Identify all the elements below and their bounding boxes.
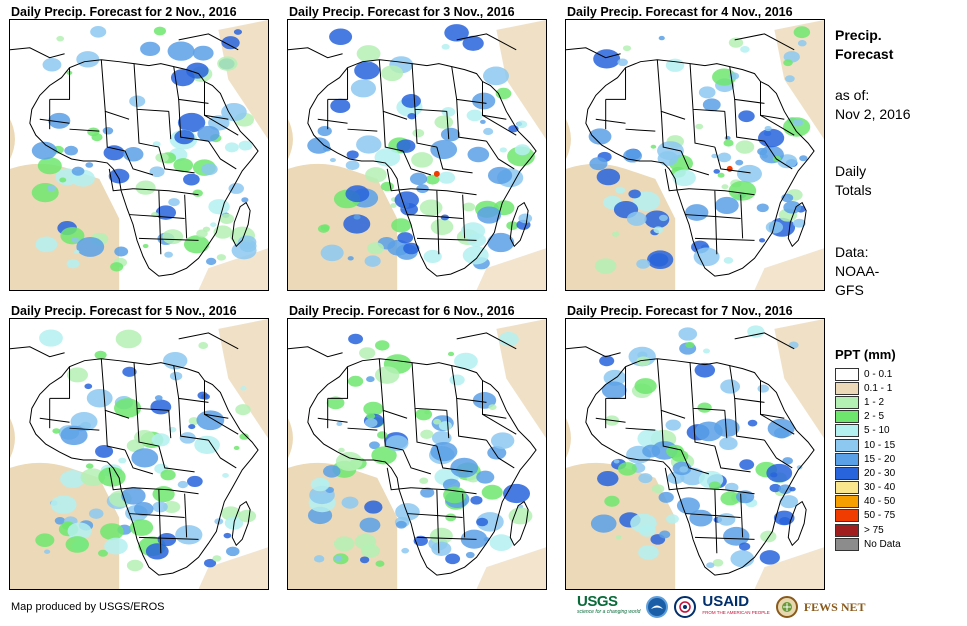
legend-swatch: [835, 410, 859, 424]
precip-areas: [307, 24, 535, 270]
map-graphic: [10, 319, 268, 589]
usaid-seal-icon: [674, 596, 697, 618]
legend-item: 20 - 30: [835, 466, 901, 480]
usgs-tagline: science for a changing world: [577, 609, 641, 615]
forecast-map-3nov: [287, 19, 547, 291]
totals-note: Daily Totals: [835, 162, 872, 200]
legend-label: 10 - 15: [864, 439, 896, 451]
legend-swatch: [835, 537, 859, 551]
map-graphic: [566, 20, 824, 290]
forecast-map-7nov: [565, 318, 825, 590]
legend-swatch: [835, 481, 859, 495]
data-source-line3: GFS: [835, 282, 864, 298]
country-borders: [288, 33, 537, 277]
usaid-logo-text: USAID: [702, 593, 750, 610]
legend-item: 0 - 0.1: [835, 367, 901, 381]
legend-item: 40 - 50: [835, 495, 901, 509]
data-source-line2: NOAA-: [835, 263, 880, 279]
legend-item: 1 - 2: [835, 395, 901, 409]
legend-label: 30 - 40: [864, 482, 896, 494]
legend-item: 50 - 75: [835, 509, 901, 523]
legend-item: No Data: [835, 537, 901, 551]
legend-swatch: [835, 424, 859, 438]
legend-swatch: [835, 523, 859, 537]
totals-line1: Daily: [835, 163, 867, 179]
logo-strip: USGS science for a changing world USAID …: [577, 594, 866, 620]
country-borders: [10, 33, 259, 277]
legend-label: No Data: [864, 538, 901, 550]
legend-swatch: [835, 452, 859, 466]
legend-item: 0.1 - 1: [835, 381, 901, 395]
precip-areas: [35, 329, 257, 572]
map-graphic: [288, 20, 546, 290]
legend-swatch: [835, 381, 859, 395]
legend-label: 40 - 50: [864, 496, 896, 508]
legend-swatch: [835, 495, 859, 509]
as-of-label: as of:: [835, 87, 870, 103]
fewsnet-logo-text: FEWS NET: [803, 599, 866, 614]
legend-label: 2 - 5: [864, 411, 885, 423]
legend-item: 10 - 15: [835, 438, 901, 452]
legend-label: 1 - 2: [864, 396, 885, 408]
legend-item: 15 - 20: [835, 452, 901, 466]
legend-item: 2 - 5: [835, 410, 901, 424]
precip-areas: [307, 331, 533, 567]
panel-title: Daily Precip. Forecast for 7 Nov., 2016: [567, 304, 793, 318]
legend-label: 5 - 10: [864, 425, 890, 437]
panel-title: Daily Precip. Forecast for 5 Nov., 2016: [11, 304, 237, 318]
precip-legend: 0 - 0.1 0.1 - 1 1 - 2 2 - 5 5 - 10 10 - 15 15 …: [835, 367, 901, 551]
legend-swatch: [835, 509, 859, 523]
usgs-logo: USGS science for a changing world: [577, 593, 641, 617]
legend-label: 15 - 20: [864, 453, 896, 465]
map-credit: Map produced by USGS/EROS: [11, 601, 165, 613]
map-graphic: [10, 20, 268, 290]
usgs-logo-text: USGS: [577, 593, 618, 610]
legend-swatch: [835, 367, 859, 381]
noaa-bird-icon: [651, 605, 664, 609]
totals-line2: Totals: [835, 182, 872, 198]
map-graphic: [566, 319, 824, 589]
usaid-logo: USAID FROM THE AMERICAN PEOPLE: [702, 593, 770, 618]
forecast-map-6nov: [287, 318, 547, 590]
as-of-date: as of: Nov 2, 2016: [835, 86, 911, 124]
map-heading-line1: Precip.: [835, 27, 882, 43]
legend-title: PPT (mm): [835, 347, 896, 362]
country-borders: [288, 332, 537, 576]
panel-title: Daily Precip. Forecast for 3 Nov., 2016: [289, 5, 515, 19]
legend-label: 20 - 30: [864, 467, 896, 479]
legend-label: 50 - 75: [864, 510, 896, 522]
legend-swatch: [835, 466, 859, 480]
legend-label: 0 - 0.1: [864, 368, 893, 380]
usaid-tagline: FROM THE AMERICAN PEOPLE: [702, 610, 770, 615]
country-borders: [566, 332, 815, 576]
precip-areas: [31, 26, 257, 272]
country-borders: [566, 33, 815, 277]
legend-label: 0.1 - 1: [864, 382, 893, 394]
map-heading: Precip. Forecast: [835, 26, 893, 64]
country-borders: [10, 332, 259, 576]
legend-swatch: [835, 438, 859, 452]
map-graphic: [288, 319, 546, 589]
map-heading-line2: Forecast: [835, 46, 894, 62]
data-source-line1: Data:: [835, 244, 869, 260]
forecast-map-2nov: [9, 19, 269, 291]
panel-title: Daily Precip. Forecast for 4 Nov., 2016: [567, 5, 793, 19]
panel-title: Daily Precip. Forecast for 2 Nov., 2016: [11, 5, 237, 19]
fewsnet-globe-icon: [775, 596, 798, 618]
as-of-value: Nov 2, 2016: [835, 106, 911, 122]
forecast-map-4nov: [565, 19, 825, 291]
legend-item: 5 - 10: [835, 424, 901, 438]
panel-title: Daily Precip. Forecast for 6 Nov., 2016: [289, 304, 515, 318]
data-source: Data: NOAA- GFS: [835, 243, 879, 300]
noaa-logo-icon: [646, 596, 669, 618]
legend-label: > 75: [864, 524, 884, 536]
legend-swatch: [835, 395, 859, 409]
legend-item: 30 - 40: [835, 481, 901, 495]
legend-item: > 75: [835, 523, 901, 537]
forecast-map-5nov: [9, 318, 269, 590]
precip-areas: [588, 26, 811, 274]
